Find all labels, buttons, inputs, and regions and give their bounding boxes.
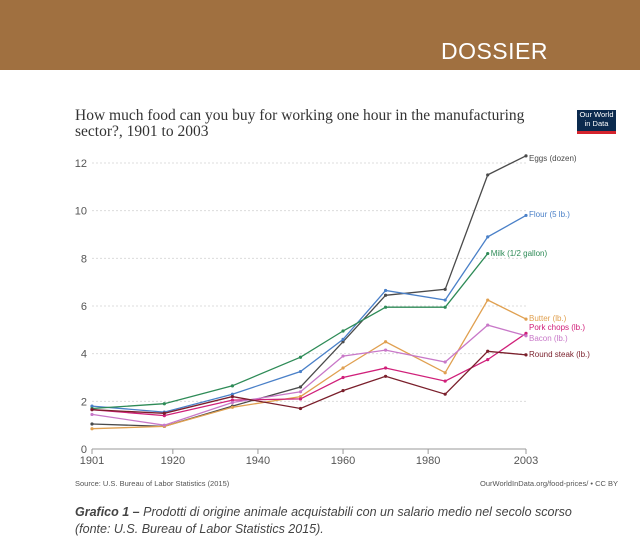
data-point [486, 358, 490, 362]
y-tick-label: 6 [81, 301, 87, 313]
data-point [162, 411, 166, 415]
x-tick-label: 1960 [331, 455, 355, 467]
header-banner: DOSSIER [0, 0, 640, 70]
series-line [91, 155, 527, 428]
data-point [341, 366, 345, 370]
logo-line-1: Our World [579, 110, 614, 119]
series-line [91, 214, 527, 413]
data-point [486, 349, 490, 353]
chart-title: How much food can you buy for working on… [75, 107, 525, 140]
data-point [524, 213, 528, 218]
data-point [90, 408, 94, 412]
series-line [91, 324, 527, 426]
data-point [524, 317, 528, 321]
data-point [230, 398, 235, 402]
x-tick-label: 2003 [514, 455, 538, 467]
data-point [486, 251, 490, 256]
data-point [298, 397, 303, 401]
x-tick-label: 1901 [80, 455, 104, 467]
x-tick-label: 1980 [416, 455, 440, 467]
data-point [341, 375, 345, 380]
source-link[interactable]: OurWorldInData.org/food-prices/ • CC BY [480, 479, 618, 488]
data-point [230, 400, 235, 405]
data-point [524, 334, 528, 338]
y-tick-label: 2 [81, 396, 87, 408]
data-point [443, 287, 447, 291]
data-point [383, 305, 388, 309]
data-point [162, 402, 166, 406]
x-axis: 1901 1920 1940 1960 1980 2003 [80, 448, 538, 467]
y-tick-label: 8 [81, 253, 87, 265]
data-point [383, 340, 388, 344]
series-label: Bacon (lb.) [529, 334, 568, 343]
data-point [298, 385, 303, 389]
figure-caption: Grafico 1 – Prodotti di origine animale … [75, 504, 605, 538]
series-label: Milk (1/2 gallon) [491, 249, 548, 258]
data-point [298, 355, 303, 359]
data-point [341, 337, 345, 341]
data-point [298, 394, 303, 399]
y-axis-ticks: 0 2 4 6 8 10 12 [75, 158, 87, 456]
data-point [524, 154, 528, 158]
caption-text: Prodotti di origine animale acquistabili… [75, 505, 572, 536]
grid-lines [92, 162, 526, 402]
x-tick-label: 1920 [161, 455, 185, 467]
data-point [341, 329, 345, 333]
data-point [443, 298, 447, 302]
logo-line-2: in Data [584, 118, 609, 128]
data-point [383, 348, 388, 352]
owid-logo: Our World in Data [577, 110, 616, 134]
data-point [230, 394, 235, 399]
data-point [298, 369, 303, 374]
data-point [443, 371, 447, 375]
y-tick-label: 0 [81, 444, 87, 456]
source-note: Source: U.S. Bureau of Labor Statistics … [75, 479, 230, 488]
data-point [443, 305, 447, 309]
data-point [383, 366, 388, 370]
banner-label: DOSSIER [440, 38, 548, 64]
series-label: Flour (5 lb.) [529, 210, 570, 219]
data-point [524, 331, 528, 336]
data-point [90, 404, 94, 408]
series-line [91, 253, 489, 410]
data-point [524, 353, 528, 357]
data-point [90, 427, 94, 431]
y-tick-label: 4 [81, 349, 87, 361]
series-label: Pork chops (lb.) [529, 323, 585, 332]
data-point [298, 406, 303, 411]
x-tick-label: 1940 [246, 455, 270, 467]
data-point [230, 392, 235, 396]
data-point [486, 298, 490, 302]
data-point [486, 235, 490, 239]
data-point [443, 379, 447, 383]
data-point [341, 340, 345, 344]
y-tick-label: 12 [75, 158, 87, 170]
data-point [230, 384, 235, 388]
series-label: Round steak (lb.) [529, 350, 590, 359]
series-labels: Eggs (dozen) Flour (5 lb.) Milk (1/2 gallo… [491, 154, 591, 359]
data-point [341, 354, 345, 358]
data-point [443, 360, 447, 364]
caption-label: Grafico 1 – [75, 505, 140, 519]
data-point [230, 405, 235, 409]
data-point [486, 173, 490, 177]
data-point [162, 414, 166, 418]
data-point [486, 323, 490, 327]
data-point [341, 389, 345, 393]
data-point [383, 374, 388, 378]
y-tick-label: 10 [75, 206, 87, 218]
data-point [383, 293, 388, 297]
series-lines [90, 154, 528, 431]
series-label: Eggs (dozen) [529, 154, 577, 163]
data-point [90, 412, 94, 417]
data-point [162, 423, 166, 427]
series-label: Butter (lb.) [529, 314, 567, 323]
data-point [383, 288, 388, 293]
data-point [298, 390, 303, 394]
data-point [90, 422, 94, 426]
data-point [443, 392, 447, 396]
